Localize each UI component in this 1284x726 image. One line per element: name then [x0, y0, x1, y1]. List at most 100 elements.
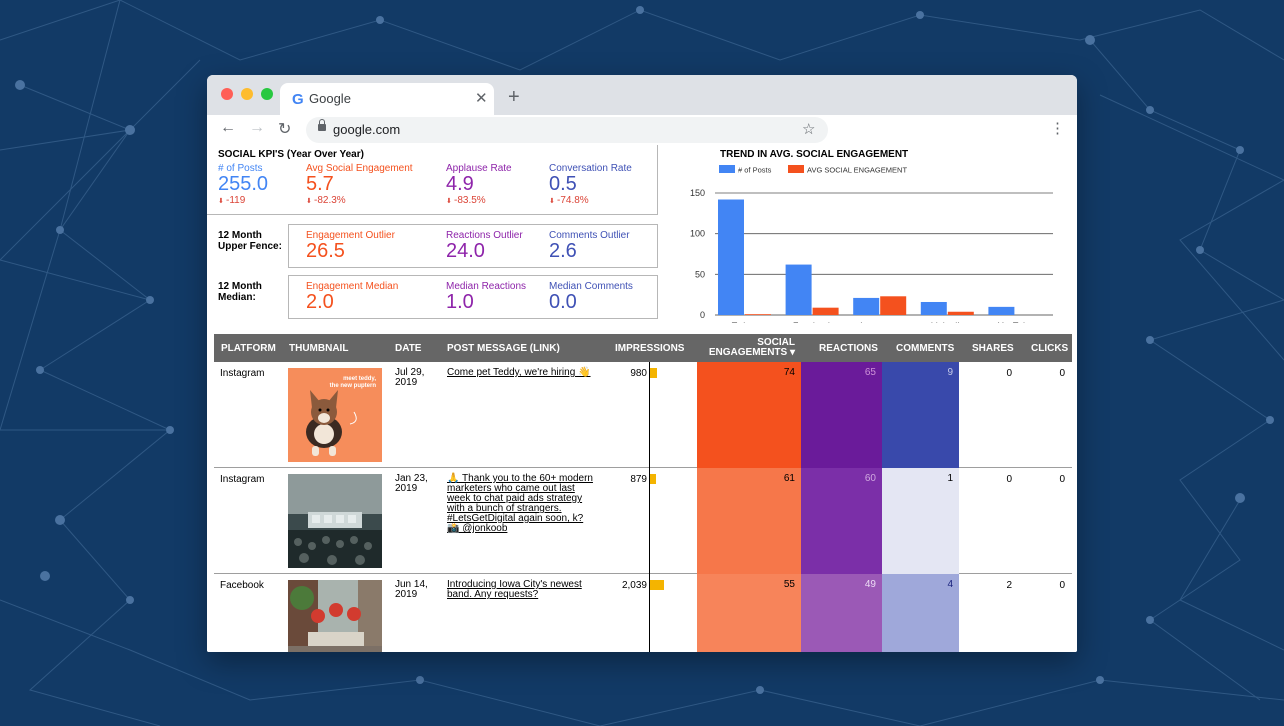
- minimize-window-button[interactable]: [241, 88, 253, 100]
- kpi-top-box: [207, 145, 658, 215]
- date-line1: Jul 29,: [395, 367, 425, 378]
- y-tick-label: 50: [695, 269, 705, 279]
- y-tick-label: 100: [690, 229, 705, 239]
- down-arrow-icon: ⬇: [306, 198, 312, 205]
- shares-value: 0: [1006, 368, 1012, 379]
- back-arrow-icon[interactable]: ←: [220, 119, 236, 136]
- bar-linkedin-series-0: [920, 301, 947, 315]
- top-value: 5.7: [306, 173, 334, 195]
- browser-tab[interactable]: G Google ✕: [280, 83, 494, 115]
- legend-swatch: [719, 165, 735, 173]
- platform-cell: Facebook: [220, 580, 264, 591]
- forward-arrow-icon[interactable]: →: [249, 119, 265, 136]
- date-line2: 2019: [395, 377, 418, 388]
- top-label: Avg Social Engagement: [306, 163, 413, 174]
- median-value: 2.0: [306, 291, 334, 313]
- bar-facebook-series-1: [812, 307, 839, 315]
- bar-facebook-series-0: [785, 264, 812, 315]
- header-impressions[interactable]: IMPRESSIONS: [615, 343, 685, 354]
- date-cell: Jul 29, 2019: [395, 368, 424, 388]
- bar-instagram-series-1: [880, 296, 907, 315]
- clicks-value: 0: [1059, 368, 1065, 379]
- post-thumbnail[interactable]: meet teddy, the new puptern: [288, 368, 382, 462]
- comments-value: 1: [947, 473, 953, 484]
- engagements-cell: 74: [697, 362, 801, 468]
- impressions-value: 980: [630, 368, 647, 379]
- y-tick-label: 0: [700, 310, 705, 320]
- header-date[interactable]: DATE: [395, 343, 422, 354]
- close-window-button[interactable]: [221, 88, 233, 100]
- top-label: # of Posts: [218, 163, 263, 174]
- address-bar[interactable]: google.com ☆: [306, 117, 828, 143]
- down-arrow-icon: ⬇: [446, 198, 452, 205]
- browser-menu-icon[interactable]: ⋮: [1050, 120, 1065, 137]
- median-value: 0.0: [549, 291, 577, 313]
- reload-icon[interactable]: ↻: [278, 121, 292, 138]
- reactions-cell: 49: [801, 574, 882, 652]
- header-comments[interactable]: COMMENTS: [896, 343, 955, 354]
- reactions-value: 60: [864, 473, 876, 484]
- post-thumbnail[interactable]: [288, 474, 382, 568]
- date-line2: 2019: [395, 483, 418, 494]
- engagements-cell: 55: [697, 574, 801, 652]
- header-shares[interactable]: SHARES: [972, 343, 1014, 354]
- median-box: [288, 275, 658, 319]
- x-tick-label: Facebook: [793, 321, 833, 323]
- url-text: google.com: [333, 122, 401, 137]
- upper-fence-label: 12 Month Upper Fence:: [218, 230, 282, 252]
- bar-twitter-series-0: [718, 199, 744, 315]
- x-tick-label: Twitter: [732, 321, 759, 323]
- thumb-caption: meet teddy, the new puptern: [330, 376, 376, 390]
- new-tab-button[interactable]: +: [508, 86, 520, 108]
- chart-title: TREND IN AVG. SOCIAL ENGAGEMENT: [720, 149, 909, 160]
- x-tick-label: LinkedIn: [931, 321, 965, 323]
- engagements-value: 55: [783, 579, 795, 590]
- shares-value: 2: [1006, 580, 1012, 591]
- browser-window: G Google ✕ + ← → ↻ google.com ☆ ⋮ SOCIAL…: [207, 75, 1077, 652]
- engagements-cell: 61: [697, 468, 801, 574]
- down-arrow-icon: ⬇: [218, 198, 224, 205]
- down-arrow-icon: ⬇: [549, 198, 555, 205]
- upper_fence-label: Engagement Outlier: [306, 230, 395, 241]
- header-engagements[interactable]: SOCIAL ENGAGEMENTS ▾: [705, 338, 795, 358]
- lock-icon: [318, 119, 326, 131]
- post-message-link[interactable]: Introducing Iowa City's newest band. Any…: [447, 579, 582, 600]
- platform-cell: Instagram: [220, 474, 265, 485]
- header-clicks[interactable]: CLICKS: [1031, 343, 1069, 354]
- header-engagements-line2: ENGAGEMENTS ▾: [708, 347, 795, 358]
- upper_fence-value: 24.0: [446, 240, 485, 262]
- comments-cell: 4: [882, 574, 959, 652]
- top-value: 255.0: [218, 173, 269, 195]
- top-delta: -119: [226, 195, 246, 206]
- reactions-value: 65: [864, 367, 876, 378]
- header-thumbnail[interactable]: THUMBNAIL: [289, 343, 349, 354]
- date-cell: Jan 23, 2019: [395, 474, 428, 494]
- close-tab-icon[interactable]: ✕: [475, 90, 488, 107]
- table-row: Instagram meet teddy, the new puptern Jul…: [214, 362, 1072, 468]
- clicks-value: 0: [1059, 474, 1065, 485]
- post-message-link[interactable]: Come pet Teddy, we're hiring 👋: [447, 367, 591, 378]
- header-platform[interactable]: PLATFORM: [221, 343, 276, 354]
- post-thumbnail[interactable]: [288, 580, 382, 652]
- header-message[interactable]: POST MESSAGE (LINK): [447, 343, 560, 354]
- maximize-window-button[interactable]: [261, 88, 273, 100]
- google-logo-icon: G: [292, 91, 304, 108]
- median-label: 12 Month Median:: [218, 281, 262, 303]
- upper_fence-value: 2.6: [549, 240, 577, 262]
- date-line1: Jan 23,: [395, 473, 428, 484]
- x-tick-label: Instagram: [860, 321, 900, 323]
- tab-title: Google: [309, 91, 351, 106]
- upper_fence-label: Reactions Outlier: [446, 230, 523, 241]
- post-message-link[interactable]: 🙏 Thank you to the 60+ modern marketers …: [447, 473, 593, 534]
- header-reactions[interactable]: REACTIONS: [819, 343, 878, 354]
- date-cell: Jun 14, 2019: [395, 580, 428, 600]
- bookmark-star-icon[interactable]: ☆: [802, 121, 816, 138]
- median-value: 1.0: [446, 291, 474, 313]
- median-label: Median Reactions: [446, 281, 527, 292]
- legend-label: AVG SOCIAL ENGAGEMENT: [807, 166, 907, 175]
- top-value: 0.5: [549, 173, 577, 195]
- top-delta: -82.3%: [314, 195, 346, 206]
- y-tick-label: 150: [690, 188, 705, 198]
- table-row: Instagram Jan 23, 2019 🙏 Thank you to the…: [214, 468, 1072, 574]
